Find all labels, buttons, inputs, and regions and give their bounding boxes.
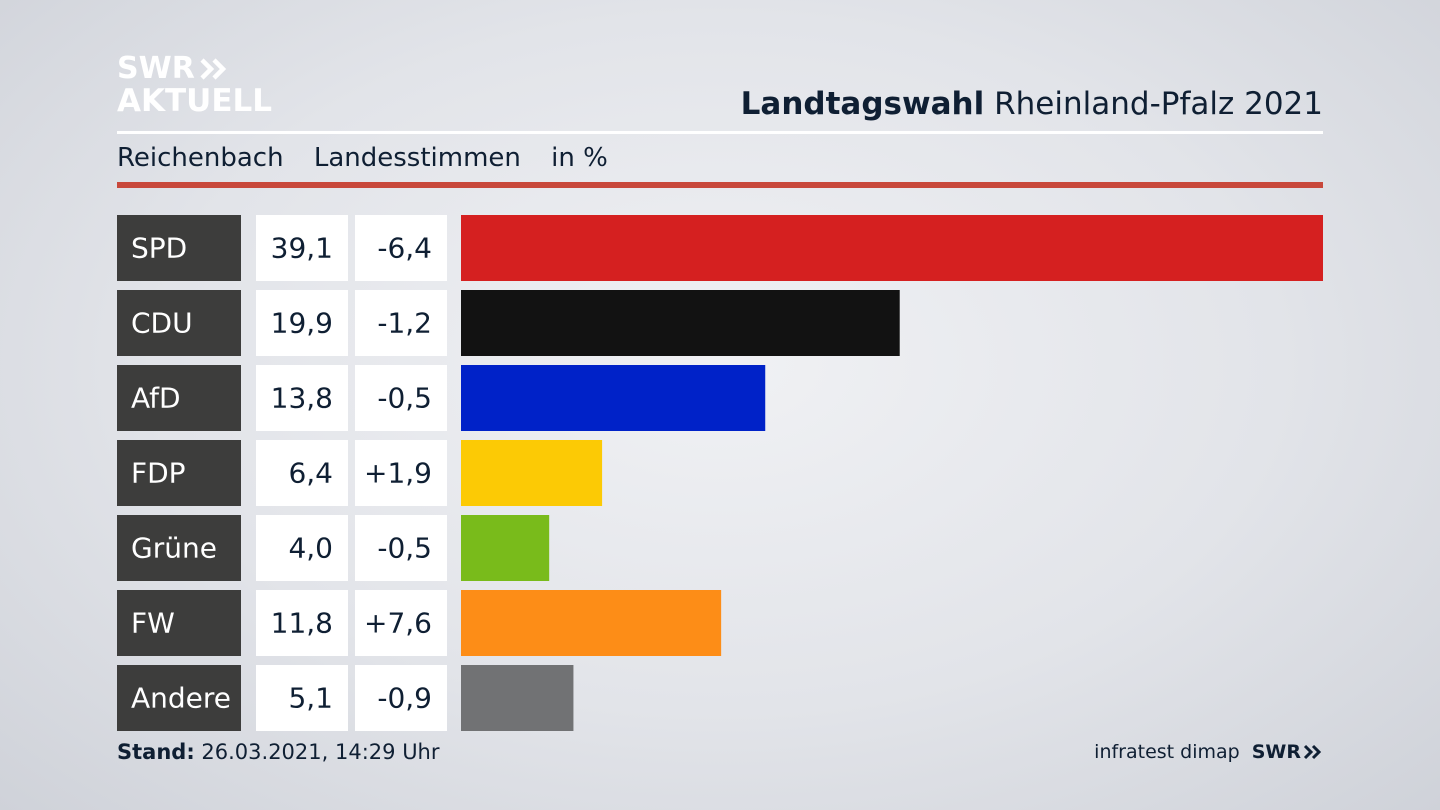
brand-mark: SWR bbox=[1252, 741, 1323, 763]
value-box bbox=[256, 215, 348, 281]
location-label: Reichenbach bbox=[117, 143, 284, 173]
result-bar bbox=[461, 665, 574, 731]
value-label: 39,1 bbox=[271, 232, 333, 265]
change-box bbox=[355, 215, 447, 281]
party-label-box bbox=[117, 590, 241, 656]
result-bar bbox=[461, 440, 603, 506]
party-label-box bbox=[117, 365, 241, 431]
source-label: infratest dimap bbox=[1094, 741, 1240, 763]
party-label: SPD bbox=[131, 232, 187, 265]
value-box bbox=[256, 515, 348, 581]
change-label: -6,4 bbox=[377, 232, 432, 265]
value-label: 19,9 bbox=[271, 307, 333, 340]
party-label: AfD bbox=[131, 382, 181, 415]
value-label: 13,8 bbox=[271, 382, 333, 415]
value-box bbox=[256, 290, 348, 356]
double-chevron-icon bbox=[1303, 744, 1322, 760]
change-label: -1,2 bbox=[377, 307, 432, 340]
change-label: -0,5 bbox=[377, 532, 432, 565]
logo-line-1: SWR bbox=[117, 51, 195, 86]
accent-divider bbox=[117, 182, 1323, 188]
value-label: 5,1 bbox=[288, 682, 333, 715]
value-label: 4,0 bbox=[288, 532, 333, 565]
change-label: +7,6 bbox=[364, 607, 432, 640]
stand-value: 26.03.2021, 14:29 Uhr bbox=[201, 740, 440, 764]
title-regular: Rheinland-Pfalz 2021 bbox=[994, 86, 1323, 122]
result-bar bbox=[461, 365, 766, 431]
value-box bbox=[256, 590, 348, 656]
party-label: FDP bbox=[131, 457, 186, 490]
change-label: +1,9 bbox=[364, 457, 432, 490]
result-bar bbox=[461, 215, 1323, 281]
unit-label: in % bbox=[551, 143, 608, 173]
change-box bbox=[355, 290, 447, 356]
swr-aktuell-logo: SWR AKTUELL bbox=[117, 54, 272, 117]
brand-label: SWR bbox=[1251, 741, 1301, 763]
party-label-box bbox=[117, 290, 241, 356]
change-box bbox=[355, 440, 447, 506]
header-divider bbox=[117, 131, 1323, 134]
party-label: Grüne bbox=[131, 532, 217, 565]
party-label-box bbox=[117, 515, 241, 581]
change-label: -0,5 bbox=[377, 382, 432, 415]
result-bar bbox=[461, 590, 722, 656]
party-label: CDU bbox=[131, 307, 193, 340]
change-box bbox=[355, 590, 447, 656]
page-title: Landtagswahl Rheinland-Pfalz 2021 bbox=[741, 86, 1323, 122]
result-bar bbox=[461, 515, 550, 581]
change-box bbox=[355, 665, 447, 731]
value-box bbox=[256, 365, 348, 431]
title-bold: Landtagswahl bbox=[740, 86, 985, 122]
party-label-box bbox=[117, 440, 241, 506]
value-box bbox=[256, 665, 348, 731]
source-credit: infratest dimap SWR bbox=[1094, 741, 1323, 763]
chart-subtitle: Reichenbach Landesstimmen in % bbox=[117, 143, 630, 173]
change-label: -0,9 bbox=[377, 682, 432, 715]
double-chevron-icon bbox=[200, 58, 226, 80]
value-label: 11,8 bbox=[271, 607, 333, 640]
party-label-box bbox=[117, 215, 241, 281]
timestamp: Stand: 26.03.2021, 14:29 Uhr bbox=[117, 740, 440, 764]
change-box bbox=[355, 515, 447, 581]
value-box bbox=[256, 440, 348, 506]
result-bar bbox=[461, 290, 900, 356]
party-label: FW bbox=[131, 607, 175, 640]
logo-line-2: AKTUELL bbox=[117, 83, 273, 119]
party-label-box bbox=[117, 665, 241, 731]
stand-label: Stand: bbox=[117, 740, 195, 764]
party-label: Andere bbox=[131, 682, 231, 715]
vote-type-label: Landesstimmen bbox=[313, 143, 521, 173]
change-box bbox=[355, 365, 447, 431]
value-label: 6,4 bbox=[288, 457, 333, 490]
